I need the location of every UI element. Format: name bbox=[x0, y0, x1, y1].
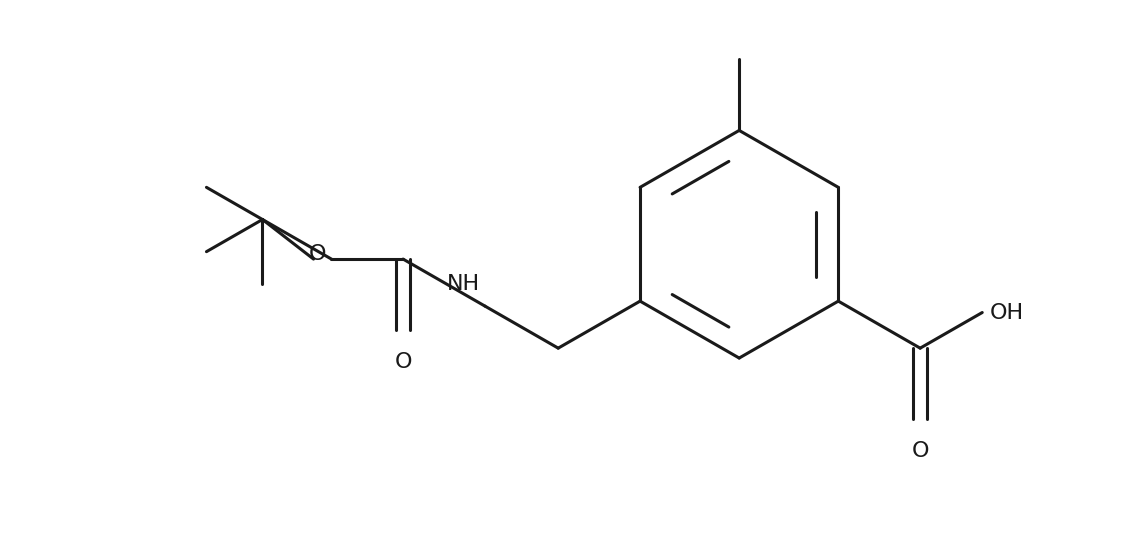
Text: O: O bbox=[394, 352, 411, 372]
Text: O: O bbox=[911, 441, 929, 461]
Text: OH: OH bbox=[990, 303, 1025, 323]
Text: NH: NH bbox=[447, 274, 480, 294]
Text: O: O bbox=[309, 244, 327, 264]
